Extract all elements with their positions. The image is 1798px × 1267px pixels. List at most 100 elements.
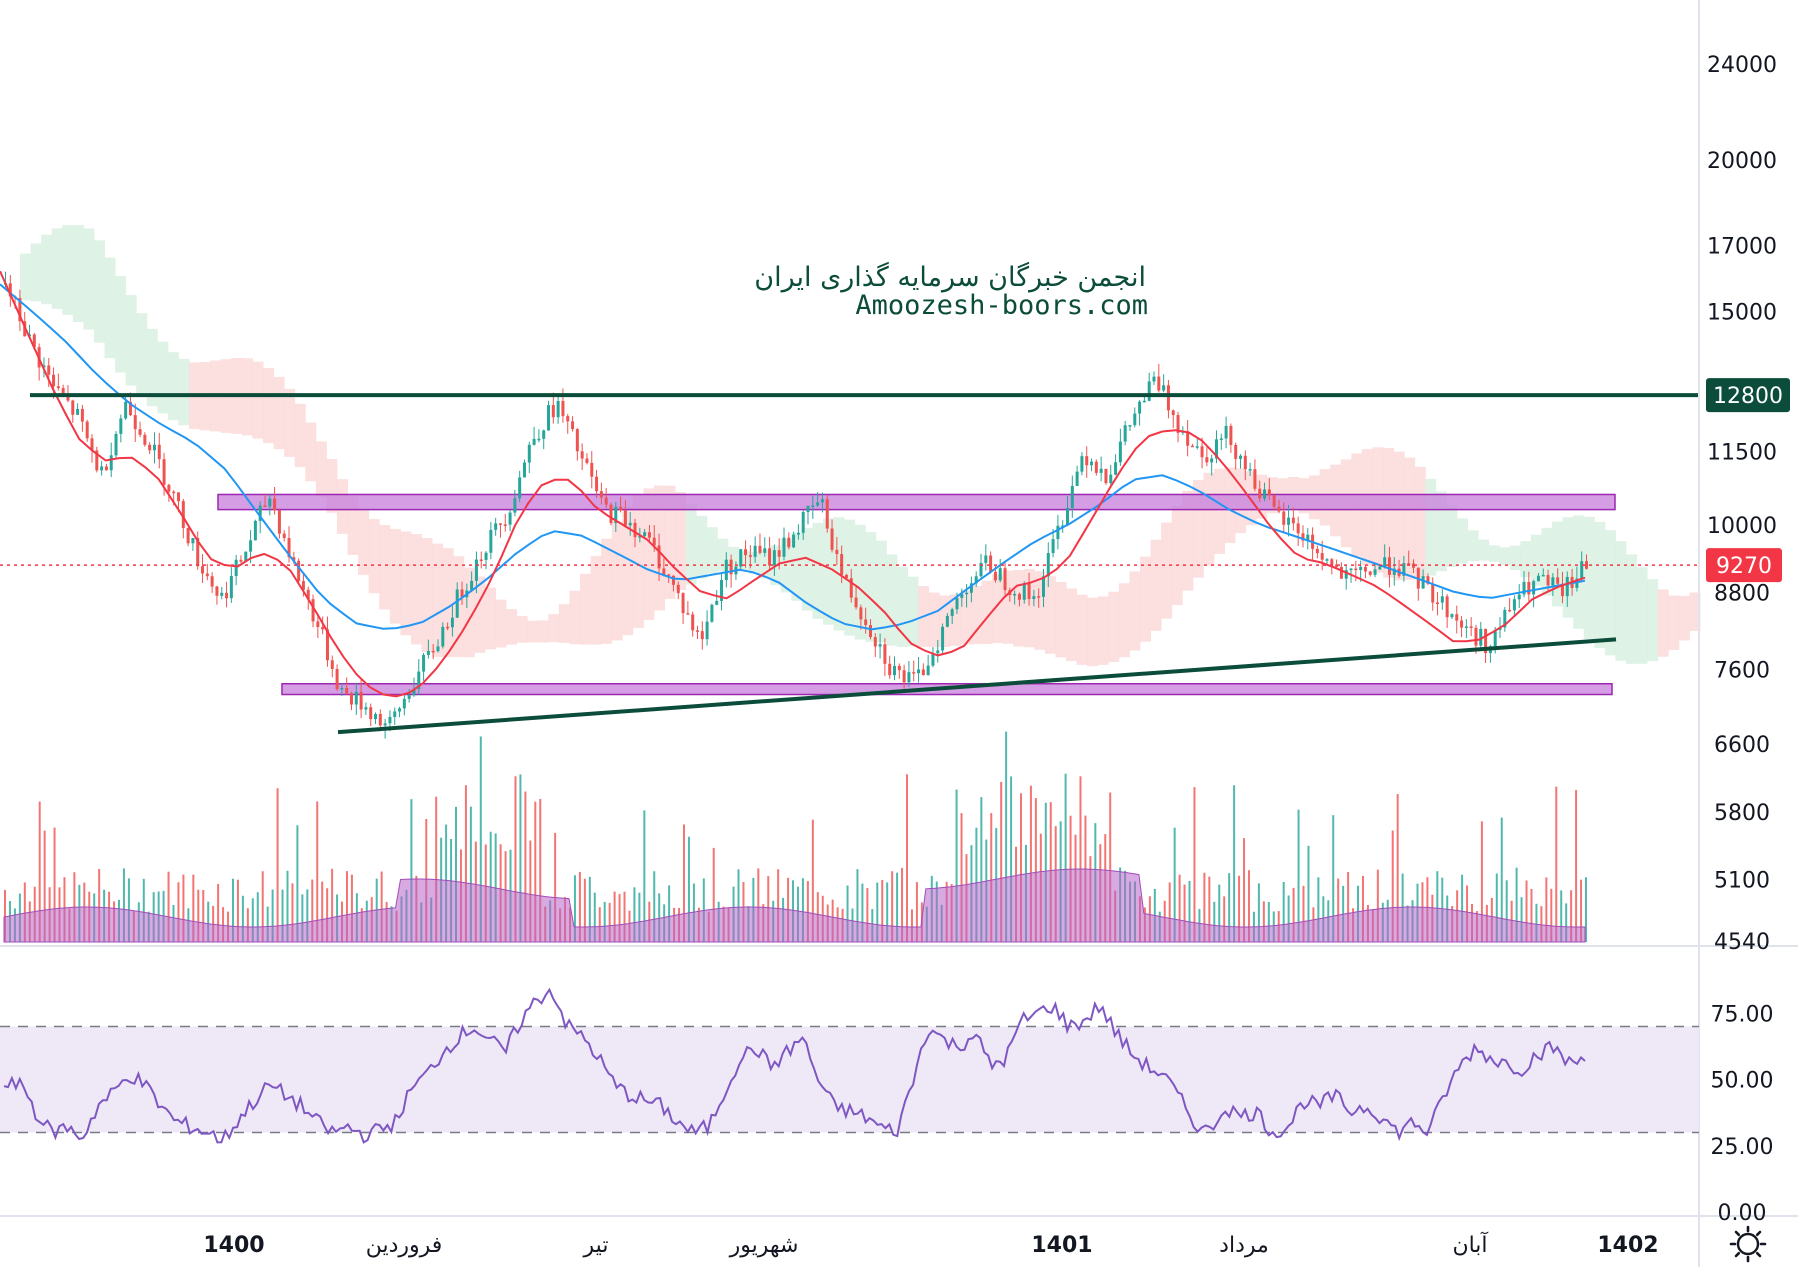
- cloud-segment: [622, 506, 634, 636]
- volume-bar: [1560, 890, 1563, 942]
- volume-bar: [469, 806, 472, 942]
- cloud-segment: [1118, 583, 1130, 658]
- volume-bar: [98, 869, 101, 942]
- candle-body: [1580, 561, 1584, 579]
- candle-body: [965, 592, 969, 595]
- candle-body: [575, 429, 579, 452]
- price-tick-label: 11500: [1707, 441, 1777, 466]
- cloud-segment: [516, 616, 528, 643]
- candle-body: [724, 559, 728, 580]
- candle-body: [1090, 461, 1094, 466]
- candle-body: [1440, 596, 1444, 603]
- candle-body: [114, 433, 118, 456]
- candle-body: [950, 609, 954, 616]
- candle-body: [984, 555, 988, 563]
- candle-body: [498, 523, 502, 525]
- volume-bar: [1287, 895, 1290, 942]
- price-tick-label: 6600: [1714, 733, 1770, 758]
- volume-bar: [658, 893, 661, 942]
- price-axis[interactable]: 24000 20000 17000 15000 11500 10000 8800 7600 66…: [1707, 53, 1777, 955]
- zone-rect: [217, 493, 1616, 511]
- watermark-site: Amoozesh-boors.com: [855, 290, 1148, 321]
- candle-body: [1282, 511, 1286, 525]
- candle-body: [42, 365, 46, 368]
- rsi-pane[interactable]: [0, 987, 1699, 1144]
- candle-body: [349, 693, 353, 705]
- volume-bar: [246, 908, 249, 942]
- cloud-segment: [632, 495, 644, 628]
- candle-body: [1200, 446, 1204, 458]
- volume-bar: [1530, 888, 1533, 942]
- volume-bar: [236, 879, 239, 942]
- price-tick-label: 8800: [1714, 581, 1770, 606]
- candle-body: [1070, 485, 1074, 509]
- svg-text:9270: 9270: [1716, 554, 1772, 579]
- candle-body: [225, 592, 229, 599]
- candle-body: [388, 716, 392, 724]
- candle-body: [513, 498, 517, 513]
- cloud-segment: [1055, 582, 1067, 658]
- volume-bar: [207, 901, 210, 942]
- candle-body: [700, 631, 704, 640]
- candle-body: [849, 578, 853, 598]
- candle-body: [1565, 576, 1569, 597]
- candle-body: [474, 559, 478, 581]
- volume-bar: [316, 801, 319, 942]
- candle-body: [1027, 583, 1031, 600]
- time-tick-label: 1400: [203, 1233, 264, 1258]
- volume-bar: [311, 879, 314, 942]
- cloud-segment: [812, 522, 824, 619]
- rsi-axis[interactable]: 75.00 50.00 25.00 0.00: [1711, 1002, 1774, 1226]
- time-axis[interactable]: 1400 فروردین تیر شهریور 1401 مرداد آبان 1402: [203, 1231, 1658, 1258]
- volume-bar: [1203, 872, 1206, 942]
- cloud-segment: [1678, 595, 1690, 641]
- candle-body: [1277, 506, 1281, 512]
- cloud-segment: [875, 540, 887, 643]
- cloud-segment: [1383, 448, 1395, 578]
- time-tick-label: فروردین: [366, 1233, 443, 1258]
- cloud-segment: [981, 580, 993, 645]
- candle-body: [109, 455, 113, 471]
- candle-body: [599, 491, 603, 498]
- candle-body: [917, 669, 921, 674]
- volume-bar: [1347, 871, 1350, 942]
- cloud-segment: [1456, 518, 1468, 564]
- candle-body: [1263, 489, 1267, 499]
- volume-bar: [122, 868, 125, 942]
- cloud-segment: [294, 403, 306, 468]
- volume-bar: [856, 869, 859, 942]
- price-tick-label: 5100: [1714, 869, 1770, 894]
- cloud-segment: [115, 276, 127, 373]
- candle-body: [1450, 614, 1454, 618]
- volume-bar: [1332, 815, 1335, 942]
- settings-gear-icon[interactable]: [1729, 1225, 1767, 1263]
- candle-body: [450, 617, 454, 628]
- candle-body: [1013, 593, 1017, 596]
- candle-body: [133, 415, 137, 430]
- candle-body: [1479, 628, 1483, 646]
- volume-bar: [1168, 882, 1171, 942]
- candle-body: [676, 584, 680, 594]
- cloud-segment: [1488, 545, 1500, 562]
- candle-body: [273, 498, 277, 511]
- candle-body: [1094, 461, 1098, 473]
- cloud-segment: [1023, 568, 1035, 648]
- volume-bar: [623, 891, 626, 942]
- candle-body: [1162, 385, 1166, 391]
- candle-body: [883, 644, 887, 664]
- cloud-segment: [1161, 522, 1173, 619]
- candle-body: [792, 534, 796, 548]
- price-pane[interactable]: انجمن خبرگان سرمایه گذاری ایران Amoozesh…: [0, 225, 1701, 943]
- candle-body: [1239, 455, 1243, 459]
- candle-body: [1412, 563, 1416, 568]
- cloud-segment: [685, 503, 697, 585]
- volume-bar: [1550, 888, 1553, 942]
- ascending-trendline[interactable]: [337, 637, 1617, 735]
- candle-body: [186, 527, 190, 544]
- cloud-segment: [949, 594, 961, 646]
- candle-body: [287, 538, 291, 558]
- candle-body: [979, 562, 983, 577]
- candle-body: [124, 401, 128, 419]
- candle-body: [1402, 563, 1406, 576]
- candle-body: [1503, 609, 1507, 628]
